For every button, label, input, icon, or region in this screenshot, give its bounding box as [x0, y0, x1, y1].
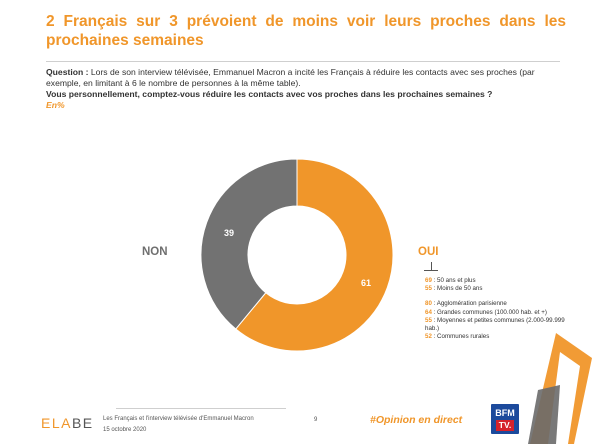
- bracket-horizontal: [424, 270, 438, 271]
- hashtag: #Opinion en direct: [370, 414, 463, 426]
- oui-breakdown: 69 : 50 ans et plus 55 : Moins de 50 ans…: [425, 277, 575, 341]
- breakdown-row: 69 : 50 ans et plus: [425, 277, 575, 285]
- logo-part-2: BE: [71, 415, 94, 431]
- corner-logo-shade: [528, 385, 560, 444]
- breakdown-row: 55 : Moins de 50 ans: [425, 285, 575, 293]
- bfmtv-logo: BFM TV.: [491, 404, 519, 434]
- breakdown-label: : Communes rurales: [431, 333, 490, 341]
- logo-part-1: ELA: [41, 415, 72, 431]
- breakdown-row: 80 : Agglomération parisienne: [425, 300, 575, 308]
- footer-source: Les Français et l'interview télévisée d'…: [103, 414, 254, 436]
- breakdown-row: 55 : Moyennes et petites communes (2.000…: [425, 317, 575, 333]
- donut-slice-non: [200, 158, 298, 330]
- donut-slice-oui: [235, 158, 394, 352]
- breakdown-value: 69: [425, 277, 432, 284]
- breakdown-label: : Moins de 50 ans: [431, 285, 483, 293]
- question-block: Question : Lors de son interview télévis…: [46, 67, 566, 111]
- breakdown-label: : Agglomération parisienne: [431, 300, 507, 308]
- breakdown-label: : 50 ans et plus: [431, 277, 476, 284]
- bracket-vertical: [431, 262, 432, 271]
- footer-source-text: Les Français et l'interview télévisée d'…: [103, 416, 254, 422]
- question-label: Question :: [46, 67, 89, 77]
- page-title: 2 Français sur 3 prévoient de moins voir…: [46, 13, 566, 49]
- breakdown-value: 64: [425, 308, 432, 316]
- value-label-non: 39: [224, 228, 234, 238]
- breakdown-value: 55: [425, 316, 432, 324]
- breakdown-row: 52 : Communes rurales: [425, 333, 575, 341]
- breakdown-value: 52: [425, 333, 432, 341]
- label-oui: OUI: [418, 246, 439, 258]
- breakdown-value: 80: [425, 300, 432, 308]
- page-number: 9: [314, 417, 318, 423]
- unit-label: En%: [46, 100, 65, 110]
- footer-date: 15 octobre 2020: [103, 427, 147, 433]
- breakdown-label: : Moyennes et petites communes (2.000-99…: [425, 316, 565, 333]
- question-text: Lors de son interview télévisée, Emmanue…: [46, 67, 535, 88]
- title-divider: [46, 61, 560, 62]
- elabe-logo: ELABE: [41, 415, 94, 431]
- value-label-oui: 61: [361, 278, 371, 288]
- question-ask: Vous personnellement, comptez-vous rédui…: [46, 89, 493, 99]
- tv-text: TV.: [495, 420, 515, 431]
- footer-divider: [116, 408, 286, 409]
- breakdown-label: : Grandes communes (100.000 hab. et +): [431, 308, 547, 316]
- label-non: NON: [142, 246, 168, 258]
- breakdown-row: 64 : Grandes communes (100.000 hab. et +…: [425, 309, 575, 317]
- bfm-text: BFM: [495, 408, 515, 418]
- breakdown-value: 55: [425, 285, 432, 293]
